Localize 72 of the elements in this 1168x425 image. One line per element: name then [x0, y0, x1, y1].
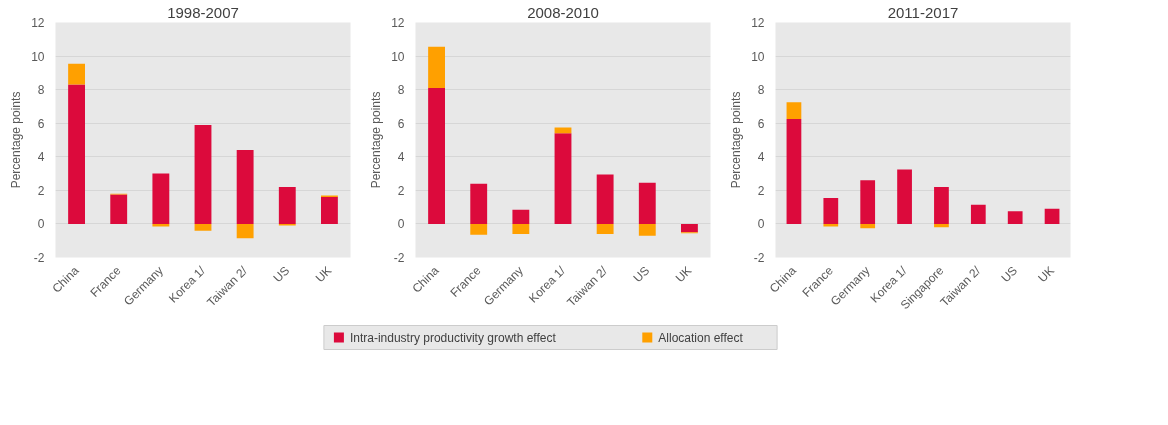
y-axis-title: Percentage points: [9, 91, 24, 189]
y-tick-label: 6: [757, 116, 765, 131]
bar: [152, 173, 170, 224]
bar: [596, 223, 614, 234]
y-tick-label: 12: [391, 16, 405, 30]
x-tick-label: UK: [312, 263, 335, 286]
bar: [512, 209, 530, 224]
y-tick-label: -2: [393, 251, 405, 265]
y-tick-label: 10: [31, 49, 45, 64]
x-tick-label: US: [998, 263, 1021, 286]
bar: [596, 174, 614, 224]
bar: [823, 197, 839, 224]
y-tick-label: 4: [37, 150, 45, 165]
bar: [236, 150, 254, 224]
x-tick-label: US: [630, 263, 653, 286]
y-tick-label: 12: [31, 16, 45, 30]
legend-label: Allocation effect: [658, 330, 744, 345]
y-tick-label: 8: [397, 83, 405, 98]
y-tick-label: 10: [391, 49, 405, 64]
bar: [236, 223, 254, 239]
y-tick-label: 8: [37, 83, 45, 98]
y-tick-label: 8: [757, 83, 765, 98]
y-axis-title: Percentage points: [369, 91, 384, 189]
y-tick-label: 0: [37, 217, 45, 232]
y-tick-label: 4: [757, 150, 765, 165]
bar: [897, 169, 912, 224]
y-tick-label: 0: [397, 217, 405, 232]
y-axis-title: Percentage points: [729, 91, 744, 189]
bar: [428, 87, 445, 224]
y-tick-label: 6: [397, 116, 405, 131]
x-tick-label: UK: [672, 263, 695, 286]
y-tick-label: 0: [757, 217, 765, 232]
bar: [934, 187, 949, 224]
bar: [68, 84, 85, 224]
x-tick-label: US: [270, 263, 293, 286]
bar: [934, 223, 949, 228]
bar: [554, 133, 572, 224]
y-tick-label: -2: [753, 251, 765, 265]
bar: [470, 223, 488, 235]
bar: [110, 194, 128, 224]
bar: [1044, 208, 1060, 224]
x-tick-label: UK: [1035, 263, 1058, 286]
bar: [512, 223, 530, 234]
bar: [860, 180, 876, 224]
bar: [194, 223, 212, 231]
bar: [681, 223, 698, 233]
y-tick-label: 10: [751, 49, 765, 64]
chart-title: 2008-2010: [527, 3, 599, 21]
y-tick-label: 12: [751, 16, 765, 30]
legend-label: Intra-industry productivity growth effect: [349, 330, 557, 345]
bar: [638, 182, 656, 224]
bar: [554, 127, 572, 134]
y-tick-label: 6: [37, 116, 45, 131]
bar: [638, 223, 656, 236]
y-tick-label: 2: [397, 183, 405, 198]
bar: [470, 183, 488, 224]
bar: [321, 197, 338, 224]
bar: [1007, 211, 1023, 224]
y-tick-label: -2: [33, 251, 45, 265]
chart-title: 2011-2017: [887, 3, 959, 21]
bar: [786, 102, 802, 120]
y-tick-label: 4: [397, 150, 405, 165]
bar: [68, 63, 85, 85]
chart-title: 1998-2007: [167, 3, 239, 21]
y-tick-label: 2: [37, 183, 45, 198]
bar: [860, 223, 876, 229]
bar: [786, 119, 802, 224]
y-tick-label: 2: [757, 183, 765, 198]
bar: [970, 204, 986, 224]
bar: [278, 187, 296, 224]
bar: [428, 46, 445, 88]
bar: [194, 124, 212, 224]
